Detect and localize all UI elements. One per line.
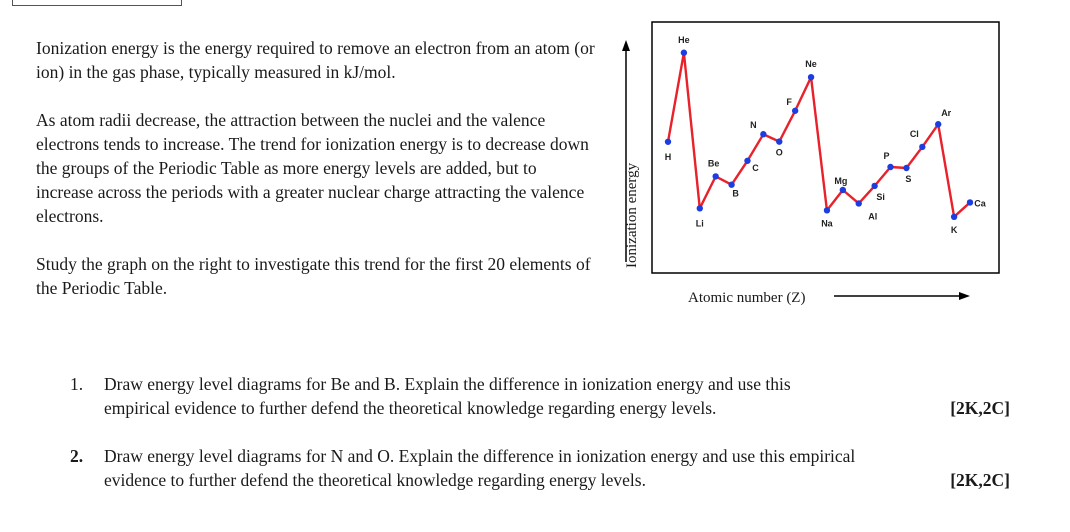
y-axis-arrowhead (622, 40, 630, 51)
data-label-F: F (786, 97, 792, 107)
data-label-Ca: Ca (974, 198, 986, 208)
series-segment-Ne-Na (809, 77, 829, 211)
question-2-number: 2. (70, 446, 84, 466)
question-1-marks: [2K,2C] (950, 398, 1010, 418)
data-point-Cl (919, 143, 926, 151)
series-segment-H-He (666, 52, 686, 143)
x-axis-label: Atomic number (Z) (688, 290, 805, 306)
data-point-S (903, 164, 910, 172)
data-point-Ca (966, 199, 974, 206)
header-box (12, 0, 182, 6)
data-point-F (791, 107, 799, 114)
data-point-Si (871, 182, 878, 190)
data-point-Ar (935, 121, 942, 128)
data-point-C (744, 157, 751, 164)
intro-text: Ionization energy is the energy required… (36, 36, 596, 324)
series-segment-He-Li (682, 52, 701, 209)
series-segment-O-F (778, 110, 797, 143)
data-label-He: He (678, 35, 690, 45)
data-label-Ne: Ne (805, 59, 817, 69)
data-point-P (887, 163, 894, 171)
series-segment-Cl-Ar (921, 123, 940, 148)
data-point-O (776, 138, 783, 145)
series-segment-Al-Si (857, 185, 876, 205)
data-point-He (680, 49, 688, 56)
question-1-number: 1. (70, 374, 84, 394)
series-segment-K-Ca (953, 201, 971, 218)
data-point-Ne (807, 73, 815, 81)
intro-paragraph-3: Study the graph on the right to investig… (36, 254, 591, 298)
question-2: 2. Draw energy level diagrams for N and … (70, 444, 1010, 492)
data-label-S: S (905, 174, 911, 184)
series-segment-Ar-K (937, 124, 956, 218)
data-label-Al: Al (868, 211, 877, 221)
data-label-C: C (752, 163, 759, 173)
data-point-Mg (839, 186, 847, 194)
series-segment-F-Ne (794, 76, 813, 112)
data-label-P: P (884, 151, 890, 161)
data-label-B: B (732, 189, 739, 199)
data-label-Na: Na (821, 218, 833, 228)
ionization-chart-svg: Ionization energy H He Li Be B C N O F Ne Na Mg Al Si… (622, 21, 1000, 306)
question-2-line-1: Draw energy level diagrams for N and O. … (104, 446, 856, 466)
data-label-Cl: Cl (910, 129, 919, 139)
series-segment-Li-Be (698, 175, 717, 209)
data-label-O: O (776, 148, 783, 158)
series-segment-B-C (730, 160, 749, 186)
intro-paragraph-2: As atom radii decrease, the attraction b… (36, 110, 589, 226)
question-2-line-2: evidence to further defend the theoretic… (104, 470, 646, 490)
series-segment-C-N (746, 133, 765, 162)
data-point-K (950, 213, 958, 221)
intro-paragraph-1: Ionization energy is the energy required… (36, 38, 595, 82)
data-point-Al (855, 200, 862, 207)
y-axis-label: Ionization energy (624, 162, 640, 268)
question-2-marks: [2K,2C] (950, 470, 1010, 490)
series-segment-S-Cl (905, 146, 924, 169)
data-point-H (664, 138, 672, 145)
data-label-H: H (665, 152, 672, 162)
data-point-B (728, 181, 735, 188)
data-label-Ar: Ar (941, 108, 951, 118)
question-1-line-2: empirical evidence to further defend the… (104, 398, 717, 418)
question-1-line-1: Draw energy level diagrams for Be and B.… (104, 374, 791, 394)
plot-frame (651, 21, 1000, 274)
data-point-Be (712, 173, 719, 180)
data-point-Li (696, 205, 703, 212)
ionization-chart: Ionization energy H He Li Be B C N O F Ne Na Mg Al Si… (608, 10, 1008, 320)
data-label-Li: Li (696, 218, 704, 228)
data-label-Be: Be (708, 158, 720, 168)
series-segment-Mg-Al (842, 189, 860, 205)
data-label-Mg: Mg (834, 176, 847, 186)
data-label-K: K (951, 225, 958, 235)
series-segment-Si-P (873, 166, 892, 187)
data-point-Na (823, 207, 831, 214)
questions-list: 1. Draw energy level diagrams for Be and… (70, 372, 1010, 516)
data-point-N (760, 131, 767, 138)
question-1: 1. Draw energy level diagrams for Be and… (70, 372, 1010, 420)
x-axis-arrowhead (959, 292, 970, 300)
data-label-Si: Si (876, 192, 885, 202)
series-segment-Na-Mg (826, 189, 844, 212)
data-label-N: N (750, 120, 757, 130)
